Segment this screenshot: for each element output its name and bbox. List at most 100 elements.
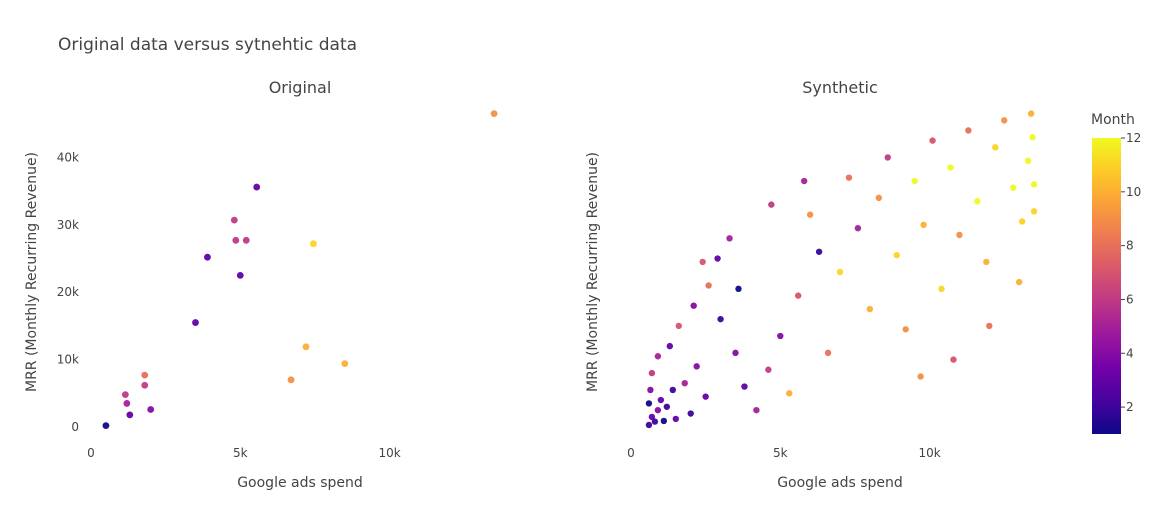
original-points (102, 110, 498, 430)
original-point (232, 236, 240, 244)
synthetic-point (777, 332, 784, 340)
original-point (123, 400, 131, 407)
synthetic-point (986, 322, 993, 330)
synthetic-point (1027, 110, 1035, 117)
original-point (141, 371, 149, 379)
synthetic-x-tick-label: 5k (773, 446, 788, 460)
original-point (242, 236, 250, 244)
colorbar-tick-label: 4 (1126, 346, 1134, 360)
original-point (236, 271, 244, 279)
original-point (141, 381, 149, 389)
synthetic-panel: Synthetic Google ads spend MRR (Monthly … (585, 78, 1038, 491)
synthetic-point (714, 255, 721, 262)
synthetic-point (965, 127, 972, 134)
synthetic-point (845, 174, 853, 181)
synthetic-point (768, 201, 775, 208)
synthetic-x-axis-label: Google ads spend (777, 475, 903, 491)
colorbar-ticks: 2 4 6 8 10 12 (1121, 131, 1141, 414)
original-point (147, 406, 155, 413)
synthetic-point (687, 410, 694, 417)
synthetic-point (786, 390, 793, 397)
synthetic-point (1009, 184, 1017, 191)
synthetic-point (854, 224, 862, 232)
synthetic-point (765, 366, 772, 373)
synthetic-x-ticks: 0 5k 10k (627, 446, 941, 460)
synthetic-point (672, 415, 679, 423)
colorbar-gradient (1092, 138, 1121, 434)
synthetic-point (800, 177, 808, 185)
synthetic-point (1024, 157, 1032, 165)
original-subtitle: Original (269, 78, 332, 97)
synthetic-point (929, 137, 936, 144)
synthetic-point (917, 373, 924, 380)
synthetic-point (717, 315, 724, 323)
synthetic-point (992, 144, 999, 151)
synthetic-point (893, 251, 900, 259)
synthetic-point (648, 369, 656, 377)
synthetic-point (753, 406, 760, 414)
synthetic-point (938, 285, 945, 293)
original-point (126, 411, 134, 419)
synthetic-point (806, 211, 814, 218)
colorbar-tick-label: 12 (1126, 131, 1141, 145)
synthetic-point (657, 396, 665, 404)
synthetic-point (660, 417, 668, 425)
synthetic-point (974, 198, 981, 205)
colorbar-title: Month (1091, 112, 1135, 128)
synthetic-point (645, 421, 653, 429)
original-point (230, 216, 238, 224)
synthetic-point (1015, 278, 1023, 286)
original-y-ticks: 0 10k 20k 30k 40k (57, 150, 79, 434)
synthetic-point (726, 235, 733, 242)
original-x-tick-label: 0 (87, 446, 95, 460)
synthetic-point (732, 349, 739, 357)
original-point (192, 319, 199, 326)
synthetic-point (884, 154, 891, 161)
synthetic-x-tick-label: 10k (918, 446, 940, 460)
synthetic-point (824, 349, 832, 357)
synthetic-point (645, 400, 653, 407)
original-point (253, 183, 261, 191)
synthetic-y-axis-label: MRR (Monthly Recurring Revenue) (585, 152, 601, 392)
synthetic-point (663, 403, 671, 410)
synthetic-point (669, 386, 676, 394)
synthetic-point (654, 353, 662, 360)
synthetic-point (690, 302, 697, 309)
original-x-tick-label: 5k (233, 446, 248, 460)
month-colorbar: Month 2 4 6 8 10 12 (1091, 112, 1141, 434)
synthetic-point (875, 194, 883, 202)
original-point (310, 240, 317, 248)
original-y-tick-label: 10k (57, 353, 79, 367)
synthetic-point (654, 406, 662, 414)
colorbar-tick-label: 8 (1126, 239, 1134, 253)
synthetic-x-tick-label: 0 (627, 446, 635, 460)
synthetic-point (651, 418, 659, 425)
synthetic-point (1001, 117, 1008, 124)
synthetic-point (795, 292, 802, 299)
original-x-axis-label: Google ads spend (237, 475, 363, 491)
synthetic-point (950, 356, 957, 363)
original-y-tick-label: 20k (57, 285, 79, 299)
synthetic-point (983, 258, 990, 266)
synthetic-point (1018, 218, 1026, 225)
original-y-axis-label: MRR (Monthly Recurring Revenue) (24, 152, 40, 392)
colorbar-tick-label: 6 (1126, 292, 1134, 306)
synthetic-point (648, 413, 656, 421)
synthetic-point (741, 383, 748, 390)
synthetic-points (645, 110, 1038, 429)
original-panel: Original Google ads spend MRR (Monthly R… (24, 78, 498, 491)
synthetic-point (911, 177, 918, 185)
original-point (490, 110, 498, 118)
synthetic-point (702, 393, 709, 400)
original-y-tick-label: 40k (57, 150, 79, 164)
original-y-tick-label: 0 (71, 420, 79, 434)
chart-title: Original data versus sytnehtic data (58, 35, 357, 55)
original-point (287, 376, 295, 384)
synthetic-point (956, 231, 963, 239)
original-x-tick-label: 10k (378, 446, 400, 460)
synthetic-point (947, 164, 954, 171)
synthetic-point (699, 258, 706, 266)
synthetic-point (1030, 181, 1038, 188)
